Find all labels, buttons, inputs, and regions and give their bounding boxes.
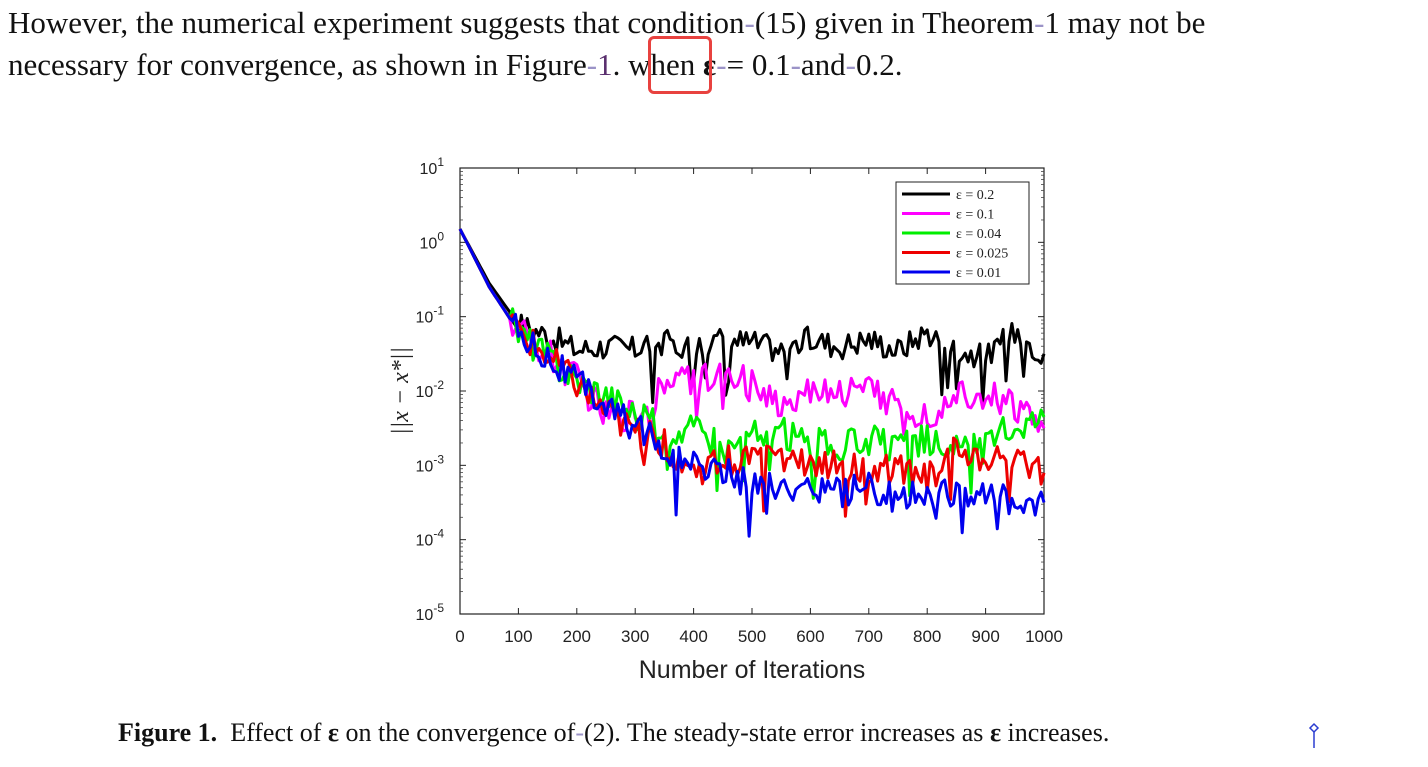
x-tick-label: 900 (971, 627, 999, 646)
y-axis-label: ||x − x*|| (388, 347, 414, 435)
epsilon-symbol: ε (989, 718, 1002, 747)
x-tick-label: 500 (738, 627, 766, 646)
series-line (458, 228, 1046, 538)
paragraph-text: 1 may not be (1044, 5, 1206, 40)
series-line (458, 228, 1046, 405)
figure-reference-link[interactable]: 1 (597, 47, 613, 82)
y-tick-label: 10-1 (416, 304, 445, 327)
paragraph-text: . when (612, 47, 696, 82)
highlight-box (648, 36, 712, 94)
epsilon-symbol: ε (327, 718, 339, 747)
x-tick-label: 0 (455, 627, 464, 646)
caption-text: increases. (1007, 718, 1110, 747)
y-tick-label: 100 (420, 229, 445, 252)
y-tick-label: 10-3 (416, 452, 445, 475)
legend-label: ε = 0.01 (956, 266, 1001, 281)
text-cursor-icon (1308, 722, 1320, 748)
nbsp-marker: - (1034, 5, 1045, 40)
nbsp-marker: - (716, 47, 727, 82)
paragraph-text: 0.2. (856, 47, 903, 82)
x-tick-label: 600 (796, 627, 824, 646)
figure-caption: Figure 1. Effect of ε on the convergence… (118, 718, 1109, 748)
caption-text: on the convergence of (345, 718, 576, 747)
nbsp-marker: - (790, 47, 801, 82)
nbsp-marker: - (845, 47, 856, 82)
caption-text: Effect of (230, 718, 322, 747)
legend-label: ε = 0.2 (956, 188, 994, 203)
paragraph-text: However, the numerical experiment sugges… (8, 5, 745, 40)
nbsp-marker: - (575, 718, 584, 747)
y-tick-label: 10-4 (416, 527, 445, 550)
legend-label: ε = 0.04 (956, 227, 1001, 242)
y-tick-label: 10-5 (416, 601, 445, 624)
caption-label: Figure 1. (118, 718, 218, 747)
legend-label: ε = 0.1 (956, 208, 994, 223)
x-axis-label: Number of Iterations (639, 656, 866, 684)
caption-text: (2). The steady-state error increases as (583, 718, 984, 747)
paragraph-line-2: necessary for convergence, as shown in F… (8, 44, 1426, 86)
body-paragraph: However, the numerical experiment sugges… (8, 2, 1426, 86)
x-tick-label: 100 (504, 627, 532, 646)
paragraph-text: necessary for convergence, as shown in F… (8, 47, 587, 82)
x-tick-label: 1000 (1025, 627, 1063, 646)
y-tick-label: 10-2 (416, 378, 445, 401)
x-tick-label: 800 (913, 627, 941, 646)
legend-label: ε = 0.025 (956, 247, 1008, 262)
paragraph-line-1: However, the numerical experiment sugges… (8, 2, 1426, 44)
x-tick-label: 200 (563, 627, 591, 646)
x-tick-label: 700 (855, 627, 883, 646)
y-tick-label: 101 (420, 155, 445, 178)
paragraph-text: = 0.1 (726, 47, 791, 82)
x-tick-label: 400 (679, 627, 707, 646)
series-line (458, 228, 1046, 518)
nbsp-marker: - (586, 47, 598, 82)
x-tick-label: 300 (621, 627, 649, 646)
paragraph-text: (15) given in Theorem (754, 5, 1035, 40)
paragraph-text: and (800, 47, 846, 82)
nbsp-marker: - (744, 5, 755, 40)
